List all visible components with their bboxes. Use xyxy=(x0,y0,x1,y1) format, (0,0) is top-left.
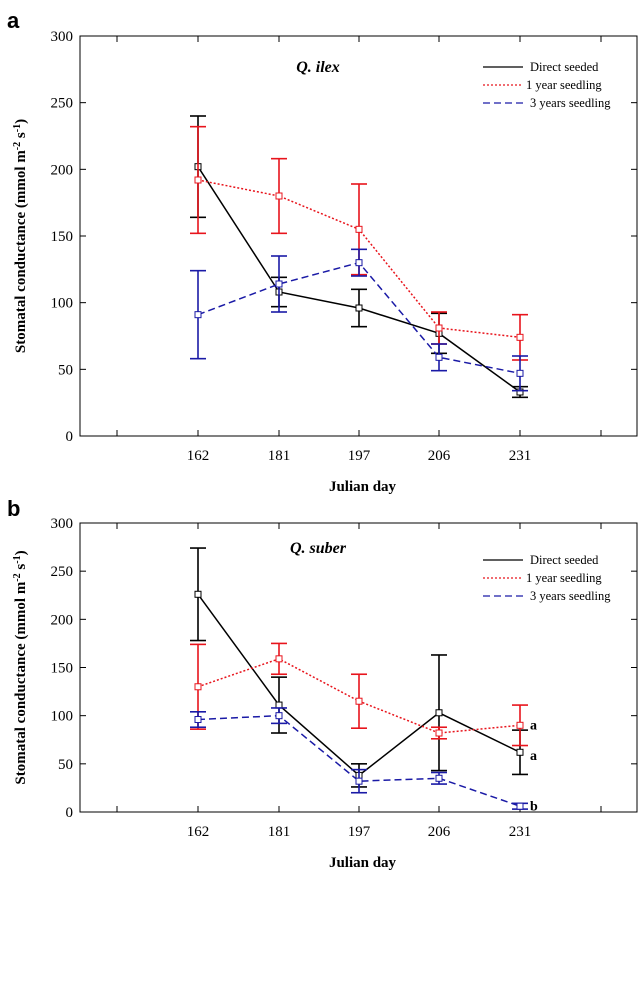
data-point xyxy=(435,774,443,782)
data-point xyxy=(435,729,443,737)
y-tick-label: 200 xyxy=(51,162,74,178)
y-axis-title: Stomatal conductance (mmol m-2 s-1) xyxy=(12,119,30,353)
y-axis-title-part: -2 xyxy=(12,573,23,581)
data-point xyxy=(194,683,202,691)
x-tick-label: 206 xyxy=(428,448,451,464)
panel-letter: b xyxy=(7,496,20,521)
series-1 xyxy=(190,125,528,361)
series-1 xyxy=(190,642,528,747)
x-axis-title: Julian day xyxy=(329,479,397,495)
y-axis-title-part: Stomatal conductance (mmol m xyxy=(13,581,29,784)
data-point xyxy=(516,802,524,810)
y-tick-label: 250 xyxy=(51,96,74,112)
x-tick-label: 197 xyxy=(348,448,371,464)
y-axis-title-part: ) xyxy=(13,550,29,555)
legend-entry-label: 1 year seedling xyxy=(526,78,602,92)
chart-panel-a: a 0 50 100 150 200 250 300 162 181 197 206 231 Julian… xyxy=(7,8,638,495)
data-point xyxy=(516,369,524,377)
y-axis-title-part: Stomatal conductance (mmol m xyxy=(13,150,29,353)
x-tick-label: 231 xyxy=(509,448,532,464)
x-tick-label: 162 xyxy=(187,824,210,840)
y-tick-label: 200 xyxy=(51,612,74,628)
series-0 xyxy=(190,547,528,788)
panel-letter: a xyxy=(7,8,20,33)
x-tick-label: 197 xyxy=(348,824,371,840)
data-point xyxy=(435,709,443,717)
y-axis-title-part: -1 xyxy=(12,555,23,563)
x-tick-label: 181 xyxy=(268,448,291,464)
y-tick-label: 50 xyxy=(58,362,73,378)
y-tick-label: 100 xyxy=(51,709,74,725)
y-tick-label: 0 xyxy=(66,805,74,821)
data-point xyxy=(275,280,283,288)
y-tick-label: 300 xyxy=(51,516,74,532)
x-tick-label: 181 xyxy=(268,824,291,840)
y-axis-title: Stomatal conductance (mmol m-2 s-1) xyxy=(12,550,30,784)
legend-entry-label: Direct seeded xyxy=(530,553,599,567)
y-axis-title-part: ) xyxy=(13,119,29,124)
x-tick-label: 162 xyxy=(187,448,210,464)
x-tick-label: 206 xyxy=(428,824,451,840)
data-point xyxy=(355,259,363,267)
data-point xyxy=(355,777,363,785)
data-point xyxy=(435,324,443,332)
data-point xyxy=(516,721,524,729)
y-axis-title-part: -2 xyxy=(12,142,23,150)
legend-entry-label: 3 years seedling xyxy=(530,96,611,110)
data-point xyxy=(355,697,363,705)
data-point xyxy=(194,176,202,184)
data-point xyxy=(194,311,202,319)
y-tick-label: 150 xyxy=(51,229,74,245)
data-point xyxy=(194,590,202,598)
y-tick-label: 300 xyxy=(51,29,74,45)
y-tick-label: 50 xyxy=(58,757,73,773)
series-2 xyxy=(190,248,528,392)
x-axis-title: Julian day xyxy=(329,855,397,871)
significance-letter: b xyxy=(530,799,538,814)
data-point xyxy=(275,655,283,663)
legend-entry-label: 3 years seedling xyxy=(530,589,611,603)
data-point xyxy=(435,353,443,361)
legend-entry-label: 1 year seedling xyxy=(526,571,602,585)
data-point xyxy=(516,333,524,341)
y-tick-label: 250 xyxy=(51,564,74,580)
significance-letter: a xyxy=(530,749,537,764)
data-point xyxy=(194,716,202,724)
panel-title: Q. suber xyxy=(290,540,347,557)
y-tick-label: 0 xyxy=(66,429,74,445)
y-tick-label: 150 xyxy=(51,661,74,677)
y-axis-title-part: -1 xyxy=(12,124,23,132)
y-tick-label: 100 xyxy=(51,296,74,312)
x-tick-label: 231 xyxy=(509,824,532,840)
y-axis-title-part: s xyxy=(13,564,29,574)
data-point xyxy=(275,192,283,200)
significance-letter: a xyxy=(530,718,537,733)
data-point xyxy=(275,712,283,720)
data-point xyxy=(355,304,363,312)
chart-panel-b: b 0 50 100 150 200 250 300 162 181 197 206 231 Julian… xyxy=(7,496,638,871)
panel-title: Q. ilex xyxy=(296,59,340,76)
data-point xyxy=(516,748,524,756)
data-point xyxy=(355,225,363,233)
legend-entry-label: Direct seeded xyxy=(530,60,599,74)
y-axis-title-part: s xyxy=(13,132,29,142)
series-2 xyxy=(190,707,528,810)
